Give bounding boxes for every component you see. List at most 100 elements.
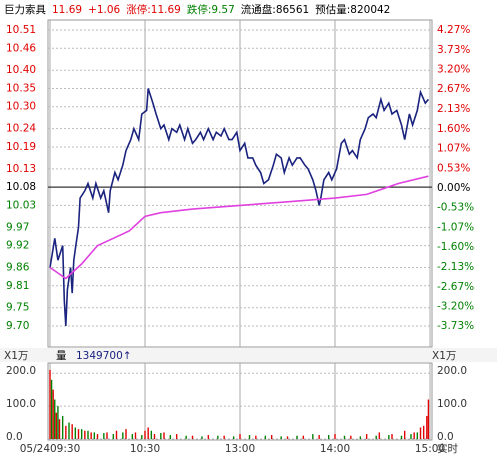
header-item: 预估量:820042 bbox=[315, 3, 390, 16]
volume-bar bbox=[391, 434, 393, 439]
y2-tick-label: 100.0 bbox=[437, 398, 467, 410]
y-tick-label: 9.81 bbox=[6, 280, 29, 292]
volume-bar bbox=[77, 429, 80, 439]
volume-bar bbox=[61, 415, 64, 439]
volume-bar bbox=[55, 412, 58, 439]
volume-bar bbox=[201, 436, 203, 439]
volume-bar bbox=[144, 430, 146, 439]
y-tick-label: 10.51 bbox=[6, 24, 36, 36]
y-tick-label: 10.35 bbox=[6, 82, 36, 94]
y-tick-label: 10.24 bbox=[6, 123, 36, 135]
volume-bar bbox=[141, 435, 143, 439]
y-tick-label: 9.70 bbox=[6, 320, 29, 332]
volume-bar bbox=[207, 435, 210, 439]
volume-header-bg bbox=[0, 348, 497, 362]
y2-tick-label: 1.07% bbox=[437, 142, 470, 154]
y2-tick-label: 2.67% bbox=[437, 83, 470, 95]
x-tick-label: 09:30 bbox=[50, 443, 80, 455]
volume-bar bbox=[122, 432, 124, 439]
volume-bar bbox=[343, 435, 346, 439]
volume-bar bbox=[185, 435, 187, 439]
x-tick-label: 14:00 bbox=[320, 443, 350, 455]
volume-bar bbox=[248, 435, 251, 439]
volume-bar bbox=[175, 434, 178, 439]
volume-bar bbox=[191, 435, 194, 439]
volume-bar bbox=[103, 433, 105, 439]
y2-tick-label: 4.27% bbox=[437, 24, 470, 36]
x-tick-label: 13:00 bbox=[225, 443, 255, 455]
volume-bar bbox=[223, 435, 225, 439]
volume-bar bbox=[93, 432, 96, 439]
y2-tick-label: 200.0 bbox=[437, 365, 467, 377]
y2-tick-label: 3.20% bbox=[437, 64, 470, 76]
volume-bar bbox=[410, 434, 412, 439]
volume-bar bbox=[147, 427, 149, 439]
volume-bar bbox=[52, 389, 54, 439]
volume-bar bbox=[416, 432, 419, 439]
volume-bar bbox=[90, 432, 92, 439]
volume-bar bbox=[264, 435, 267, 439]
volume-bar bbox=[68, 422, 70, 439]
price-line bbox=[49, 175, 429, 280]
y2-tick-label: -2.67% bbox=[437, 281, 474, 293]
price-line bbox=[49, 88, 430, 327]
volume-bar bbox=[422, 425, 425, 439]
volume-bar bbox=[232, 436, 235, 439]
volume-bar bbox=[318, 435, 320, 439]
date-label: 05/24 bbox=[20, 443, 51, 455]
y2-tick-label: 0.53% bbox=[437, 162, 470, 174]
volume-bar bbox=[419, 427, 422, 439]
volume-bar bbox=[413, 432, 415, 439]
y2-tick-label: -2.13% bbox=[437, 261, 474, 273]
volume-bar bbox=[255, 435, 257, 439]
volume-bar bbox=[334, 434, 336, 439]
x-tick-label: 15:00 bbox=[415, 443, 445, 455]
y2-tick-label: -1.60% bbox=[437, 241, 474, 253]
y-tick-label: 10.03 bbox=[6, 199, 36, 211]
y2-tick-label: -1.07% bbox=[437, 222, 474, 234]
volume-bar bbox=[375, 435, 377, 439]
y-tick-label: 10.08 bbox=[6, 181, 36, 193]
y-tick-label: 100.0 bbox=[6, 398, 36, 410]
volume-bar bbox=[388, 435, 390, 439]
y-tick-label: 10.13 bbox=[6, 163, 36, 175]
header-item: 巨力索具 bbox=[4, 3, 46, 16]
volume-bar bbox=[239, 434, 241, 439]
volume-bar bbox=[71, 424, 73, 439]
y2-tick-label: 1.60% bbox=[437, 123, 470, 135]
volume-bar bbox=[134, 432, 137, 439]
y-tick-label: 10.46 bbox=[6, 42, 36, 54]
y-tick-label: 10.19 bbox=[6, 141, 36, 153]
volume-bar bbox=[54, 399, 56, 439]
volume-bar bbox=[50, 379, 53, 439]
y2-tick-label: 0.0 bbox=[437, 431, 454, 443]
volume-bar bbox=[153, 434, 156, 439]
volume-bar bbox=[403, 430, 406, 439]
y2-tick-label: 0.00% bbox=[437, 182, 470, 194]
volume-bar bbox=[80, 429, 83, 439]
volume-bar bbox=[106, 432, 108, 439]
volume-bar bbox=[131, 434, 134, 439]
volume-bar bbox=[427, 399, 430, 439]
y-tick-label: 9.92 bbox=[6, 240, 29, 252]
header-item: +1.06 bbox=[88, 4, 120, 16]
volume-bar bbox=[365, 434, 368, 439]
volume-bar bbox=[84, 430, 86, 439]
header-item: 涨停:11.69 bbox=[126, 3, 181, 16]
volume-bar bbox=[87, 430, 89, 439]
volume-bar bbox=[280, 436, 282, 439]
volume-bar bbox=[96, 434, 99, 439]
volume-bar bbox=[400, 435, 403, 439]
volume-bar bbox=[350, 435, 352, 439]
volume-bar bbox=[163, 432, 165, 439]
volume-bar bbox=[74, 427, 77, 439]
volume-bar bbox=[58, 419, 61, 439]
y-tick-label: 200.0 bbox=[6, 365, 36, 377]
volume-bar bbox=[359, 436, 362, 439]
y-tick-label: 9.86 bbox=[6, 262, 30, 274]
mode-label: 实时 bbox=[437, 442, 458, 455]
volume-bar bbox=[296, 435, 298, 439]
volume-bar bbox=[115, 430, 118, 439]
